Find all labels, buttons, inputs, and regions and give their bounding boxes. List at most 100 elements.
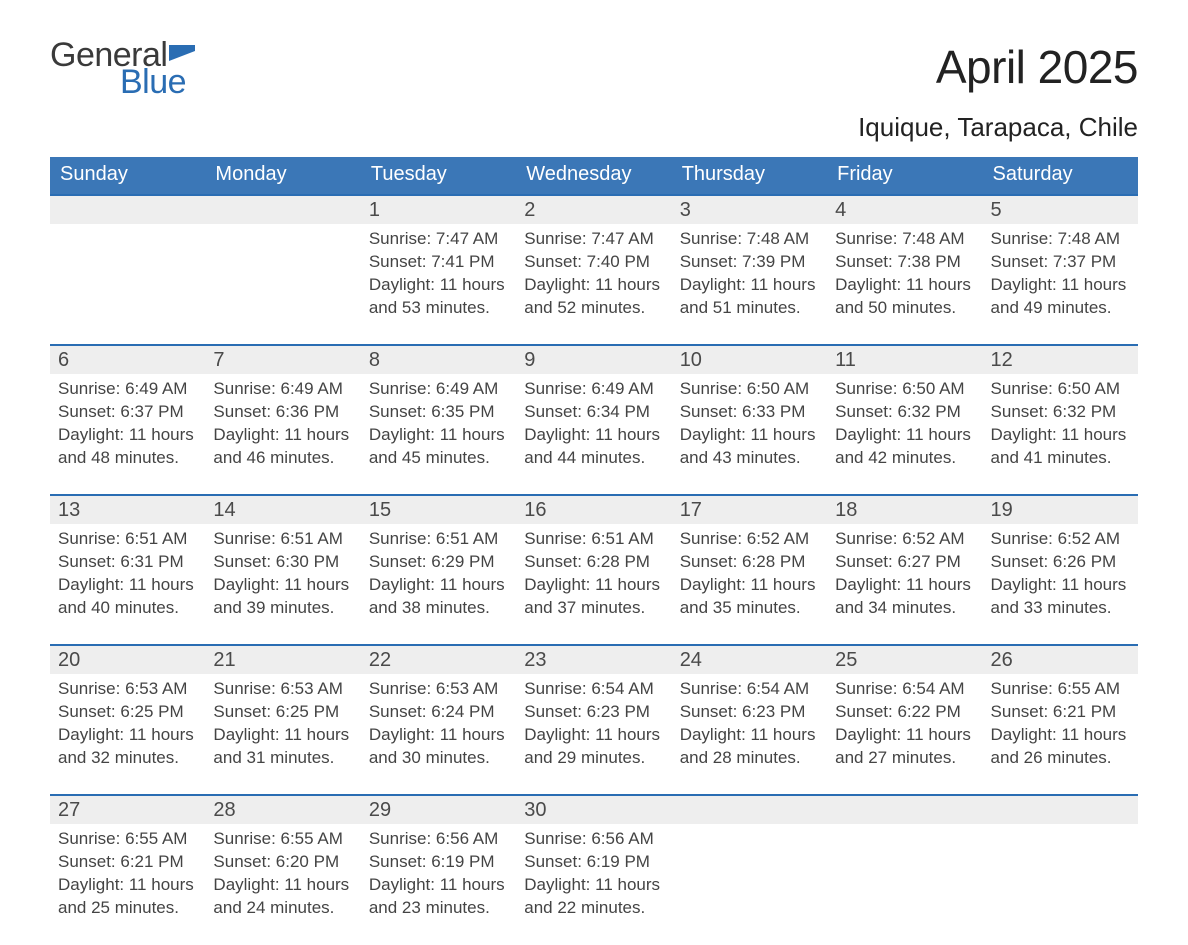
day-number: 10 [672, 346, 827, 374]
day-number: 19 [983, 496, 1138, 524]
day-body: Sunrise: 6:56 AMSunset: 6:19 PMDaylight:… [361, 824, 516, 926]
day-cell: 26Sunrise: 6:55 AMSunset: 6:21 PMDayligh… [983, 645, 1138, 795]
sunrise-text: Sunrise: 6:51 AM [524, 528, 663, 551]
day-cell [672, 795, 827, 945]
day-number: 28 [205, 796, 360, 824]
day-body: Sunrise: 6:50 AMSunset: 6:32 PMDaylight:… [983, 374, 1138, 476]
sunrise-text: Sunrise: 6:55 AM [213, 828, 352, 851]
sunset-text: Sunset: 6:20 PM [213, 851, 352, 874]
sunset-text: Sunset: 7:38 PM [835, 251, 974, 274]
sunset-text: Sunset: 6:29 PM [369, 551, 508, 574]
sunrise-text: Sunrise: 6:51 AM [213, 528, 352, 551]
sunset-text: Sunset: 6:21 PM [991, 701, 1130, 724]
day-cell: 5Sunrise: 7:48 AMSunset: 7:37 PMDaylight… [983, 195, 1138, 345]
day-body: Sunrise: 6:49 AMSunset: 6:37 PMDaylight:… [50, 374, 205, 476]
daylight-text: Daylight: 11 hours and 40 minutes. [58, 574, 197, 620]
day-cell: 8Sunrise: 6:49 AMSunset: 6:35 PMDaylight… [361, 345, 516, 495]
week-row: 27Sunrise: 6:55 AMSunset: 6:21 PMDayligh… [50, 795, 1138, 945]
day-body: Sunrise: 6:53 AMSunset: 6:25 PMDaylight:… [205, 674, 360, 776]
sunrise-text: Sunrise: 6:53 AM [58, 678, 197, 701]
day-cell: 27Sunrise: 6:55 AMSunset: 6:21 PMDayligh… [50, 795, 205, 945]
day-number: 9 [516, 346, 671, 374]
day-cell: 10Sunrise: 6:50 AMSunset: 6:33 PMDayligh… [672, 345, 827, 495]
daylight-text: Daylight: 11 hours and 25 minutes. [58, 874, 197, 920]
daylight-text: Daylight: 11 hours and 50 minutes. [835, 274, 974, 320]
day-number: 3 [672, 196, 827, 224]
sunrise-text: Sunrise: 6:49 AM [58, 378, 197, 401]
day-body: Sunrise: 6:52 AMSunset: 6:26 PMDaylight:… [983, 524, 1138, 626]
sunrise-text: Sunrise: 6:49 AM [369, 378, 508, 401]
page-title: April 2025 [858, 40, 1138, 94]
day-body [50, 224, 205, 234]
week-row: 20Sunrise: 6:53 AMSunset: 6:25 PMDayligh… [50, 645, 1138, 795]
day-cell: 15Sunrise: 6:51 AMSunset: 6:29 PMDayligh… [361, 495, 516, 645]
day-cell: 11Sunrise: 6:50 AMSunset: 6:32 PMDayligh… [827, 345, 982, 495]
week-row: 1Sunrise: 7:47 AMSunset: 7:41 PMDaylight… [50, 195, 1138, 345]
day-number: 7 [205, 346, 360, 374]
day-cell [983, 795, 1138, 945]
day-cell: 28Sunrise: 6:55 AMSunset: 6:20 PMDayligh… [205, 795, 360, 945]
sunset-text: Sunset: 7:40 PM [524, 251, 663, 274]
sunrise-text: Sunrise: 6:56 AM [524, 828, 663, 851]
day-number: 2 [516, 196, 671, 224]
sunset-text: Sunset: 6:30 PM [213, 551, 352, 574]
sunset-text: Sunset: 7:39 PM [680, 251, 819, 274]
sunset-text: Sunset: 7:41 PM [369, 251, 508, 274]
daylight-text: Daylight: 11 hours and 46 minutes. [213, 424, 352, 470]
day-body: Sunrise: 6:55 AMSunset: 6:20 PMDaylight:… [205, 824, 360, 926]
day-number: 21 [205, 646, 360, 674]
sunrise-text: Sunrise: 6:54 AM [524, 678, 663, 701]
day-number: 16 [516, 496, 671, 524]
daylight-text: Daylight: 11 hours and 26 minutes. [991, 724, 1130, 770]
sunset-text: Sunset: 6:24 PM [369, 701, 508, 724]
day-cell: 9Sunrise: 6:49 AMSunset: 6:34 PMDaylight… [516, 345, 671, 495]
day-cell: 29Sunrise: 6:56 AMSunset: 6:19 PMDayligh… [361, 795, 516, 945]
day-body: Sunrise: 7:48 AMSunset: 7:39 PMDaylight:… [672, 224, 827, 326]
day-body: Sunrise: 6:51 AMSunset: 6:28 PMDaylight:… [516, 524, 671, 626]
sunrise-text: Sunrise: 6:55 AM [991, 678, 1130, 701]
sunset-text: Sunset: 6:28 PM [680, 551, 819, 574]
day-cell [50, 195, 205, 345]
day-number [983, 796, 1138, 824]
daylight-text: Daylight: 11 hours and 45 minutes. [369, 424, 508, 470]
day-number: 18 [827, 496, 982, 524]
sunset-text: Sunset: 6:25 PM [213, 701, 352, 724]
sunrise-text: Sunrise: 6:52 AM [835, 528, 974, 551]
day-cell: 7Sunrise: 6:49 AMSunset: 6:36 PMDaylight… [205, 345, 360, 495]
day-body: Sunrise: 6:53 AMSunset: 6:25 PMDaylight:… [50, 674, 205, 776]
sunrise-text: Sunrise: 7:48 AM [991, 228, 1130, 251]
sunrise-text: Sunrise: 6:50 AM [680, 378, 819, 401]
sunset-text: Sunset: 6:27 PM [835, 551, 974, 574]
day-cell: 21Sunrise: 6:53 AMSunset: 6:25 PMDayligh… [205, 645, 360, 795]
sunrise-text: Sunrise: 6:49 AM [524, 378, 663, 401]
sunrise-text: Sunrise: 6:50 AM [991, 378, 1130, 401]
day-body: Sunrise: 6:52 AMSunset: 6:27 PMDaylight:… [827, 524, 982, 626]
day-cell: 14Sunrise: 6:51 AMSunset: 6:30 PMDayligh… [205, 495, 360, 645]
day-body: Sunrise: 6:55 AMSunset: 6:21 PMDaylight:… [983, 674, 1138, 776]
sunset-text: Sunset: 6:19 PM [524, 851, 663, 874]
day-cell [827, 795, 982, 945]
daylight-text: Daylight: 11 hours and 51 minutes. [680, 274, 819, 320]
day-cell: 6Sunrise: 6:49 AMSunset: 6:37 PMDaylight… [50, 345, 205, 495]
daylight-text: Daylight: 11 hours and 37 minutes. [524, 574, 663, 620]
day-body: Sunrise: 6:55 AMSunset: 6:21 PMDaylight:… [50, 824, 205, 926]
day-cell: 22Sunrise: 6:53 AMSunset: 6:24 PMDayligh… [361, 645, 516, 795]
sunset-text: Sunset: 6:33 PM [680, 401, 819, 424]
day-number: 29 [361, 796, 516, 824]
day-cell: 13Sunrise: 6:51 AMSunset: 6:31 PMDayligh… [50, 495, 205, 645]
sunset-text: Sunset: 6:32 PM [835, 401, 974, 424]
weekday-header-row: Sunday Monday Tuesday Wednesday Thursday… [50, 157, 1138, 195]
sunrise-text: Sunrise: 6:53 AM [213, 678, 352, 701]
day-cell: 20Sunrise: 6:53 AMSunset: 6:25 PMDayligh… [50, 645, 205, 795]
sunset-text: Sunset: 6:22 PM [835, 701, 974, 724]
weekday-header: Wednesday [516, 157, 671, 195]
sunset-text: Sunset: 6:36 PM [213, 401, 352, 424]
daylight-text: Daylight: 11 hours and 32 minutes. [58, 724, 197, 770]
sunset-text: Sunset: 6:35 PM [369, 401, 508, 424]
day-body: Sunrise: 7:48 AMSunset: 7:38 PMDaylight:… [827, 224, 982, 326]
sunrise-text: Sunrise: 7:48 AM [835, 228, 974, 251]
sunrise-text: Sunrise: 7:47 AM [369, 228, 508, 251]
day-cell: 23Sunrise: 6:54 AMSunset: 6:23 PMDayligh… [516, 645, 671, 795]
daylight-text: Daylight: 11 hours and 35 minutes. [680, 574, 819, 620]
daylight-text: Daylight: 11 hours and 42 minutes. [835, 424, 974, 470]
